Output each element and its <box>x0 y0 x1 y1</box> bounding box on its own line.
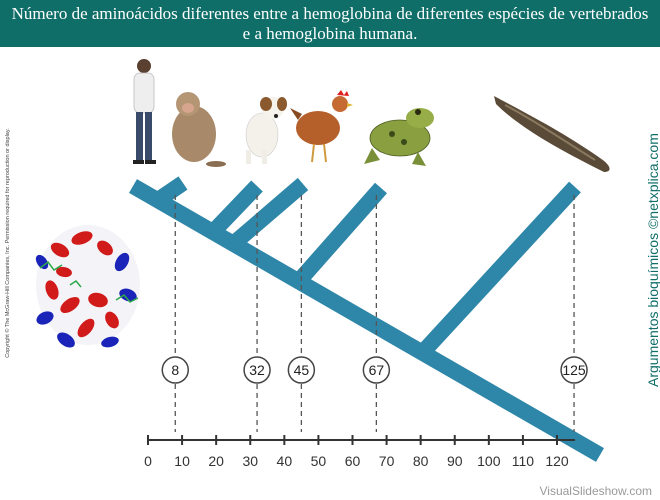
human-figure <box>133 59 156 164</box>
axis-tick-label: 0 <box>144 453 152 469</box>
axis-tick-label: 90 <box>447 453 463 469</box>
axis-tick-label: 70 <box>379 453 395 469</box>
chicken-figure <box>290 90 353 163</box>
page-title: Número de aminoácidos diferentes entre a… <box>11 3 649 43</box>
difference-circle <box>243 356 271 384</box>
difference-value: 8 <box>171 362 179 378</box>
axis-tick-label: 50 <box>311 453 327 469</box>
axis-tick-label: 40 <box>277 453 293 469</box>
lamprey-figure <box>494 96 610 172</box>
branch-lamprey <box>417 181 581 358</box>
difference-markers: 8 32 45 67 125 <box>161 195 588 432</box>
difference-circle <box>287 356 316 384</box>
watermark: VisualSlideshow.com <box>539 484 652 498</box>
difference-value: 67 <box>369 362 385 378</box>
difference-axis: 0 10 20 30 40 50 60 70 80 90 100 110 120 <box>144 435 575 469</box>
axis-tick-label: 100 <box>477 453 501 469</box>
axis-tick-label: 30 <box>242 453 258 469</box>
monkey-figure <box>172 92 226 167</box>
axis-tick-label: 80 <box>413 453 429 469</box>
title-bar: Número de aminoácidos diferentes entre a… <box>0 0 660 47</box>
phylogenetic-tree <box>129 176 604 462</box>
difference-circle <box>362 356 391 384</box>
branch-frog <box>292 182 387 288</box>
axis-tick-label: 110 <box>512 453 535 469</box>
hemoglobin-molecule-illustration <box>35 225 140 348</box>
difference-circle <box>161 356 190 384</box>
difference-value: 32 <box>249 362 265 378</box>
branch-monkey <box>153 176 188 207</box>
branch-chicken <box>226 177 309 252</box>
dog-figure <box>245 97 287 164</box>
difference-value: 45 <box>294 362 310 378</box>
branch-dog <box>206 180 263 239</box>
axis-tick-label: 120 <box>545 453 569 469</box>
axis-tick-label: 20 <box>208 453 224 469</box>
axis-tick-label: 60 <box>345 453 361 469</box>
axis-tick-label: 10 <box>174 453 190 469</box>
difference-circle <box>560 356 588 384</box>
difference-value: 125 <box>562 362 586 378</box>
frog-figure <box>364 108 434 166</box>
